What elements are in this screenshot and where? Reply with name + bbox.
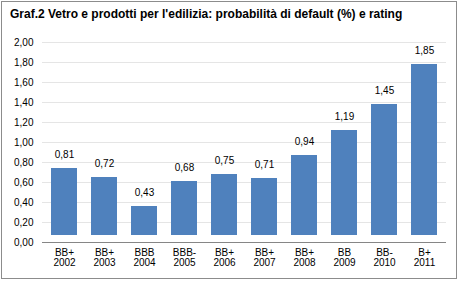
svg-text:BB-2010: BB-2010: [373, 247, 396, 268]
svg-text:BBB-2005: BBB-2005: [173, 247, 196, 268]
svg-text:0,80: 0,80: [14, 157, 34, 168]
svg-text:1,85: 1,85: [415, 45, 435, 56]
svg-text:BB+2002: BB+2002: [53, 247, 76, 268]
svg-text:0,00: 0,00: [14, 237, 34, 248]
svg-text:1,80: 1,80: [14, 57, 34, 68]
svg-text:1,45: 1,45: [375, 85, 395, 96]
html-text:Graf.2 Vetro e prodotti per l': Graf.2 Vetro e prodotti per l'edilizia: …: [10, 7, 403, 21]
svg-text:BBB2004: BBB2004: [133, 247, 156, 268]
svg-text:BB+2006: BB+2006: [213, 247, 236, 268]
svg-text:0,94: 0,94: [295, 136, 315, 147]
svg-text:2,00: 2,00: [14, 37, 34, 48]
svg-text:0,40: 0,40: [14, 197, 34, 208]
svg-text:1,60: 1,60: [14, 77, 34, 88]
svg-text:BB+2003: BB+2003: [93, 247, 116, 268]
svg-text:1,00: 1,00: [14, 137, 34, 148]
svg-text:1,19: 1,19: [335, 111, 355, 122]
svg-text:0,72: 0,72: [95, 158, 115, 169]
svg-text:0,43: 0,43: [135, 187, 155, 198]
svg-text:0,71: 0,71: [255, 159, 275, 170]
svg-text:BB+2007: BB+2007: [253, 247, 276, 268]
svg-text:0,68: 0,68: [175, 162, 195, 173]
svg-text:1,20: 1,20: [14, 117, 34, 128]
svg-text:0,60: 0,60: [14, 177, 34, 188]
svg-text:0,20: 0,20: [14, 217, 34, 228]
svg-text:BB+2008: BB+2008: [293, 247, 316, 268]
svg-text:0,75: 0,75: [215, 155, 235, 166]
svg-text:0,81: 0,81: [55, 149, 75, 160]
svg-text:B+2011: B+2011: [414, 247, 436, 268]
svg-text:1,40: 1,40: [14, 97, 34, 108]
svg-text:BB2009: BB2009: [333, 247, 356, 268]
